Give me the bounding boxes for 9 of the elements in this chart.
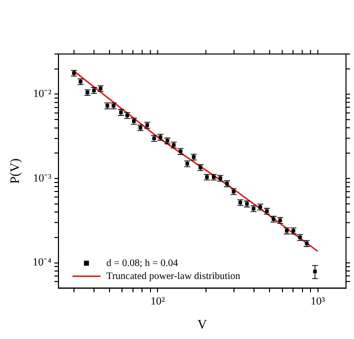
x-axis-title: V (198, 316, 208, 332)
x-tick-label: 10² (150, 296, 166, 308)
y-tick-label: 10⁻² (33, 88, 52, 100)
y-tick-label: 10⁻³ (33, 172, 52, 184)
legend-label: d = 0.08; h = 0.04 (106, 258, 178, 269)
x-tick-label: 10³ (310, 296, 326, 308)
y-axis-title: P(V) (7, 158, 22, 184)
y-tick-label: 10⁻⁴ (32, 256, 52, 269)
legend-label: Truncated power-law distribution (106, 270, 240, 282)
